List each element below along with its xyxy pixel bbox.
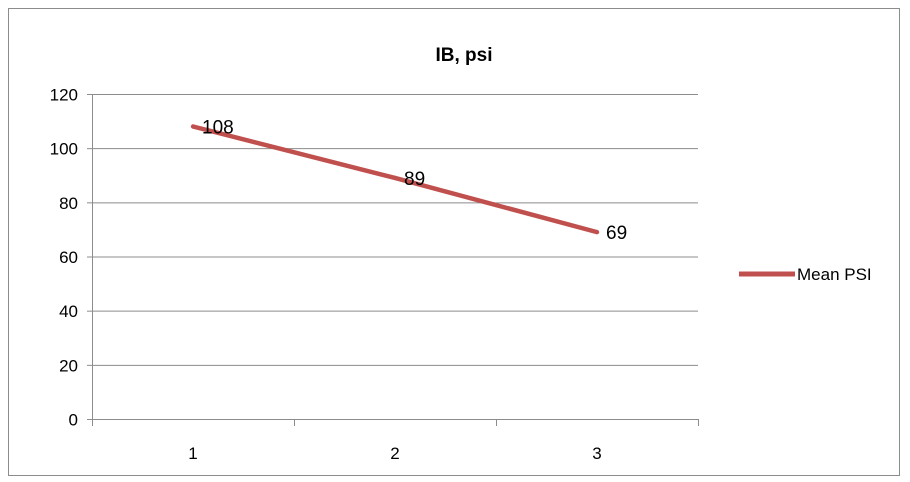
x-tick-label: 2	[390, 444, 399, 463]
x-tick-label: 1	[188, 444, 197, 463]
y-tick-label: 80	[59, 194, 78, 213]
y-tick-label: 60	[59, 248, 78, 267]
data-point	[392, 175, 398, 181]
data-label: 69	[606, 223, 627, 244]
y-tick-label: 20	[59, 356, 78, 375]
data-label: 108	[202, 118, 234, 139]
x-tick-label: 3	[592, 444, 601, 463]
chart-frame	[8, 8, 900, 476]
data-point	[190, 124, 196, 129]
data-point	[594, 229, 600, 235]
y-tick-label: 40	[59, 302, 78, 321]
y-tick-label: 120	[50, 86, 78, 105]
data-label: 89	[404, 169, 425, 190]
legend-label-mean-psi: Mean PSI	[797, 265, 872, 284]
chart-title: IB, psi	[435, 45, 492, 66]
y-tick-label: 100	[50, 140, 78, 159]
y-tick-label: 0	[69, 411, 78, 430]
series-layer	[190, 124, 600, 235]
legend: Mean PSI	[739, 265, 872, 284]
gridlines	[92, 94, 698, 366]
data-labels: 108 89 69	[202, 118, 627, 245]
axes: 0 20 40 60 80 100 120 1 2 3	[50, 86, 699, 463]
